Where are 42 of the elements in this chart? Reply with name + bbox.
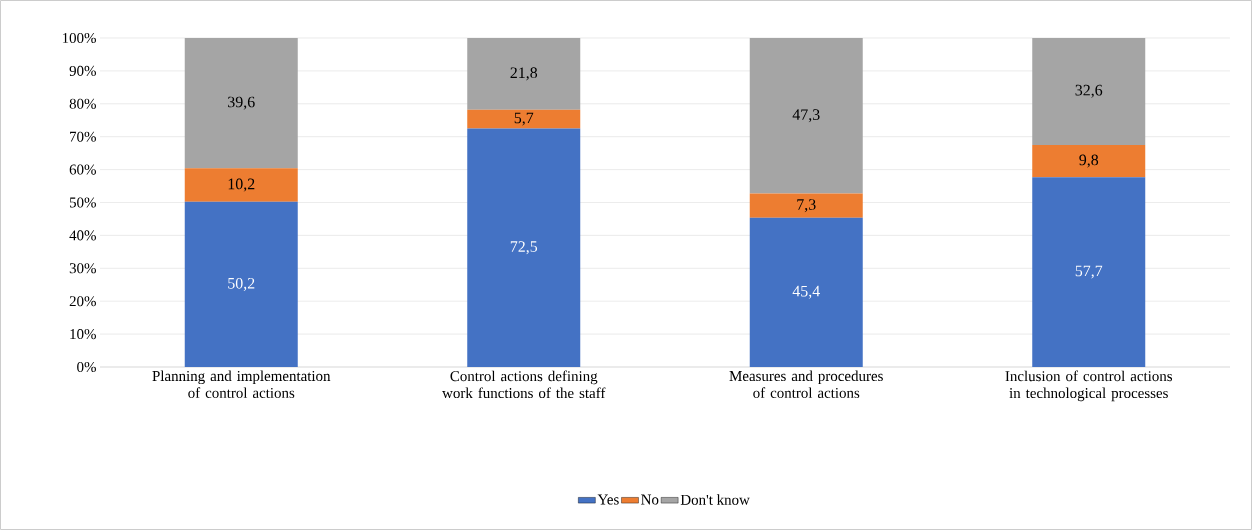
data-label: 39,6	[228, 96, 255, 110]
data-label: 47,3	[792, 109, 820, 123]
data-label: 10,2	[228, 178, 255, 192]
y-tick-label: 50%	[69, 197, 96, 208]
y-tick-label: 90%	[69, 65, 96, 76]
data-label: 7,3	[797, 199, 816, 213]
y-tick-label: 100%	[62, 32, 96, 44]
data-label: 9,8	[1079, 154, 1099, 168]
y-tick-label: 10%	[70, 329, 96, 340]
bar	[1032, 144, 1146, 178]
data-label: 72,5	[510, 241, 538, 255]
y-tick-label: 70%	[70, 131, 96, 142]
x-tick-label: Planning and implementation of control actions	[152, 370, 331, 398]
bar	[749, 217, 863, 367]
data-label: 21,8	[510, 67, 538, 81]
bar	[749, 193, 863, 218]
bar	[184, 201, 298, 367]
legend-label: No	[641, 494, 659, 505]
y-tick-label: 20%	[69, 296, 96, 307]
x-tick-label: Control actions defining work functions of the staff	[442, 370, 606, 399]
y-tick-label: 30%	[69, 263, 96, 274]
bar	[467, 128, 581, 367]
data-label: 50,2	[228, 277, 255, 291]
bar	[184, 168, 298, 202]
y-tick-label: 60%	[69, 164, 96, 175]
bar	[1032, 177, 1146, 367]
bar	[1032, 38, 1146, 145]
bar	[749, 38, 863, 194]
legend-label: Don't know	[680, 494, 750, 505]
y-tick-label: 40%	[69, 230, 96, 241]
x-tick-label: Measures and procedures of control actions	[729, 370, 883, 398]
bar	[467, 109, 581, 129]
data-label: 5,7	[514, 112, 534, 126]
y-tick-label: 80%	[69, 98, 96, 109]
data-label: 32,6	[1075, 84, 1103, 98]
data-label: 45,4	[792, 285, 820, 299]
legend-label: Yes	[597, 494, 619, 505]
x-tick-label: Inclusion of control actions in technological processes	[1005, 370, 1173, 402]
data-label: 57,7	[1075, 265, 1103, 279]
y-tick-label: 0%	[77, 361, 96, 373]
bar	[467, 38, 581, 110]
bar	[184, 38, 298, 169]
